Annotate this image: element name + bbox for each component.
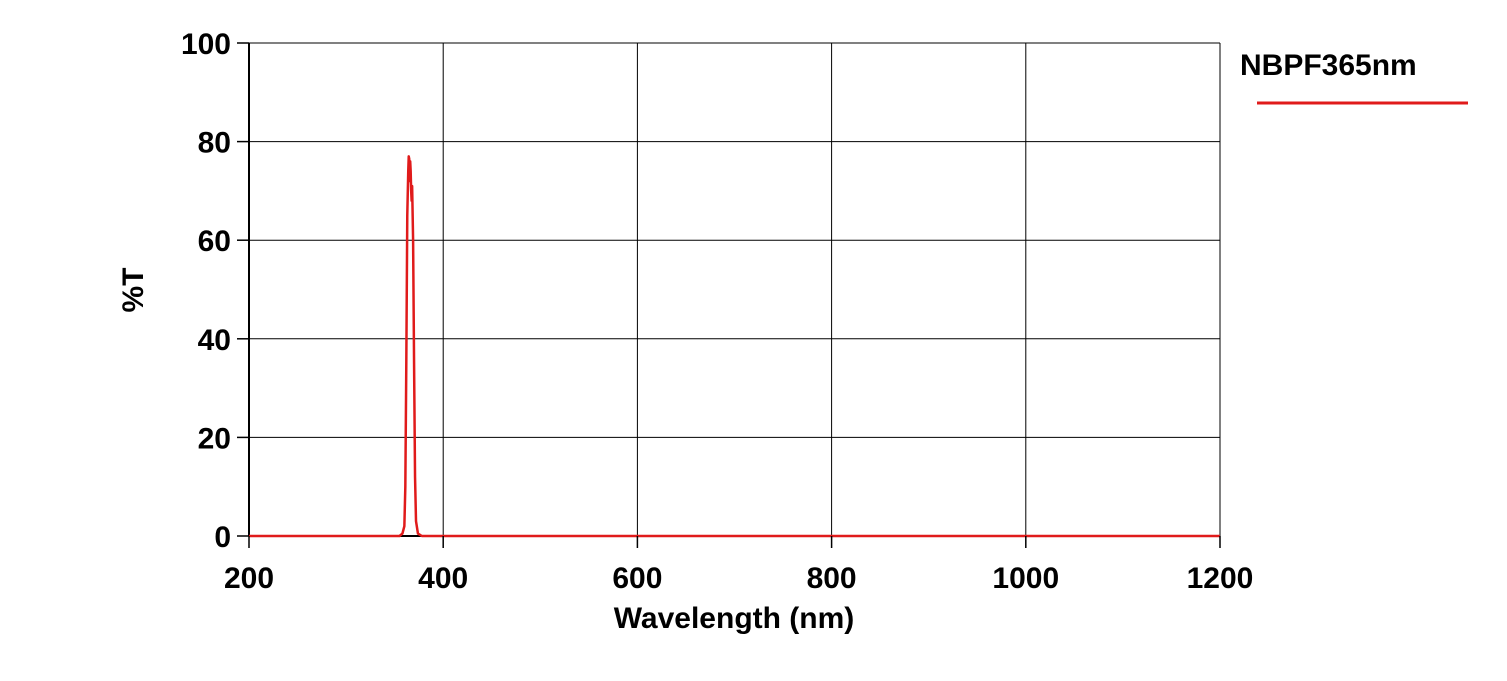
x-axis-title: Wavelength (nm): [614, 602, 855, 635]
x-tick-label: 800: [807, 562, 857, 595]
grid: [248, 42, 1221, 537]
series-line-0: [249, 155, 1220, 538]
legend: NBPF365nm: [1240, 49, 1468, 105]
y-tick-label: 100: [181, 28, 231, 61]
y-tick-label: 80: [198, 127, 231, 160]
x-tick-label: 400: [418, 562, 468, 595]
x-tick-label: 1200: [1187, 562, 1254, 595]
y-tick-label: 0: [214, 521, 231, 554]
legend-label: NBPF365nm: [1240, 49, 1417, 82]
x-tick-label: 200: [224, 562, 274, 595]
y-axis-title: %T: [117, 268, 150, 313]
series-layer: [249, 155, 1220, 538]
y-tick-label: 20: [198, 422, 231, 455]
y-tick-label: 40: [198, 324, 231, 357]
y-tick-label: 60: [198, 225, 231, 258]
x-tick-label: 600: [612, 562, 662, 595]
tick-labels: 0 20 40 60 80 100 200 400 600 800 1000 1200: [181, 28, 1253, 595]
x-tick-label: 1000: [992, 562, 1059, 595]
